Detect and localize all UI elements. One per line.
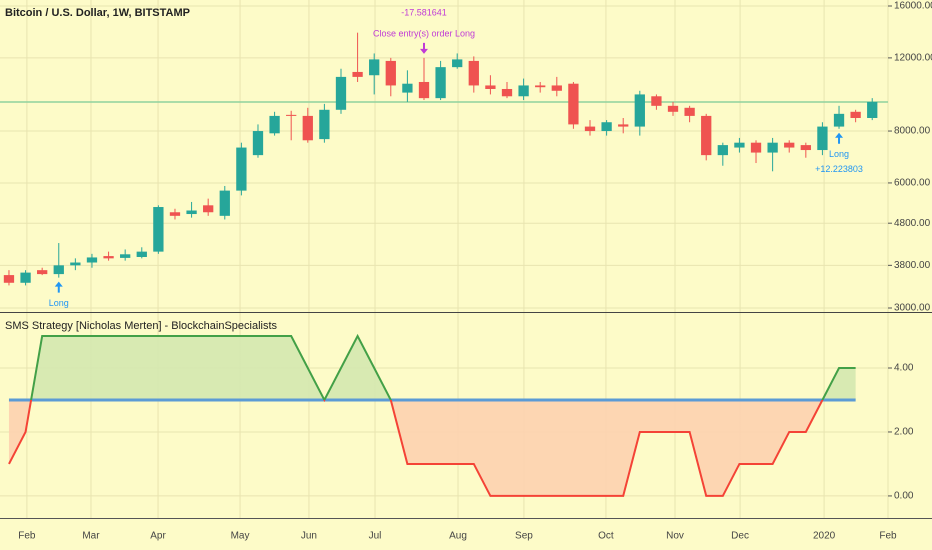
candle-body bbox=[286, 114, 297, 116]
candle-body bbox=[734, 142, 745, 148]
candle-body bbox=[717, 145, 728, 156]
signal-label: +12.223803 bbox=[815, 164, 863, 174]
candle-body bbox=[468, 60, 479, 86]
y-tick-label: 16000.00 bbox=[894, 1, 932, 12]
candle-body bbox=[136, 251, 147, 257]
y-tick-label: 3000.00 bbox=[894, 303, 931, 314]
signal-label: -17.581641 bbox=[401, 7, 447, 17]
candle-body bbox=[452, 59, 463, 68]
candle-body bbox=[169, 212, 181, 216]
candle-body bbox=[252, 131, 264, 156]
candle-body bbox=[203, 205, 214, 213]
y-tick-label: 0.00 bbox=[894, 491, 914, 502]
candle-body bbox=[335, 76, 347, 110]
x-tick-label: Jul bbox=[369, 531, 382, 542]
candle-body bbox=[867, 101, 878, 118]
candle-body bbox=[551, 85, 562, 91]
candle-body bbox=[269, 115, 280, 134]
y-tick-label: 6000.00 bbox=[894, 178, 931, 189]
y-tick-label: 4.00 bbox=[894, 363, 914, 374]
area-fill bbox=[8, 336, 856, 496]
candle-body bbox=[53, 265, 64, 275]
indicator-title: SMS Strategy [Nicholas Merten] - Blockch… bbox=[5, 320, 278, 332]
candle-body bbox=[684, 107, 695, 116]
x-tick-label: Aug bbox=[449, 531, 467, 542]
x-tick-label: Nov bbox=[666, 531, 684, 542]
candle-body bbox=[701, 115, 712, 156]
signal-label: Long bbox=[829, 149, 849, 159]
y-tick-label: 2.00 bbox=[894, 427, 914, 438]
y-tick-label: 4800.00 bbox=[894, 218, 931, 229]
candle-body bbox=[634, 94, 645, 127]
x-tick-label: Mar bbox=[82, 531, 100, 542]
y-tick-label: 12000.00 bbox=[894, 53, 932, 64]
candle-body bbox=[518, 85, 529, 97]
candle-body bbox=[817, 126, 828, 151]
x-tick-label: Feb bbox=[18, 531, 36, 542]
candle-body bbox=[236, 147, 247, 191]
x-tick-label: Dec bbox=[731, 531, 749, 542]
candle-body bbox=[219, 190, 230, 216]
candle-body bbox=[103, 256, 114, 259]
candle-body bbox=[186, 210, 197, 215]
candle-body bbox=[850, 111, 861, 118]
candle-body bbox=[584, 126, 596, 132]
signal-arrow bbox=[835, 132, 844, 144]
indicator-line bbox=[8, 333, 856, 497]
candle-body bbox=[153, 207, 164, 252]
candle-body bbox=[833, 113, 845, 127]
y-tick-label: 8000.00 bbox=[894, 126, 931, 137]
candle-body bbox=[651, 96, 662, 106]
candle-body bbox=[618, 124, 629, 127]
y-tick-label: 3800.00 bbox=[894, 260, 931, 271]
candle-body bbox=[369, 59, 380, 76]
x-tick-label: 2020 bbox=[813, 531, 836, 542]
marks bbox=[0, 32, 888, 497]
candle-body bbox=[418, 81, 430, 99]
candle-body bbox=[501, 88, 513, 97]
candle-body bbox=[37, 270, 48, 275]
labels: Bitcoin / U.S. Dollar, 1W, BITSTAMP SMS … bbox=[5, 1, 932, 542]
x-tick-label: May bbox=[231, 531, 250, 542]
signal-arrow bbox=[54, 281, 63, 293]
signal-label: Close entry(s) order Long bbox=[373, 28, 475, 38]
x-tick-label: Jun bbox=[301, 531, 317, 542]
candle-body bbox=[385, 60, 396, 86]
candle-body bbox=[20, 272, 31, 283]
candle-body bbox=[568, 83, 579, 125]
candle-body bbox=[402, 83, 413, 93]
candle-body bbox=[319, 109, 330, 140]
candle-body bbox=[70, 262, 81, 266]
candle-body bbox=[800, 145, 811, 151]
candle-body bbox=[784, 142, 795, 148]
candle-body bbox=[86, 257, 98, 263]
x-tick-label: Apr bbox=[150, 531, 166, 542]
candle-body bbox=[485, 85, 496, 89]
candle-body bbox=[535, 85, 546, 88]
candle-body bbox=[302, 115, 313, 141]
candle-body bbox=[352, 71, 363, 77]
x-tick-label: Oct bbox=[598, 531, 614, 542]
candle-body bbox=[435, 67, 446, 99]
candle-body bbox=[667, 105, 679, 112]
candle-body bbox=[601, 122, 612, 132]
candle-body bbox=[120, 254, 131, 258]
candle-body bbox=[767, 142, 778, 153]
chart-title: Bitcoin / U.S. Dollar, 1W, BITSTAMP bbox=[5, 7, 190, 19]
signal-arrow bbox=[419, 42, 428, 54]
x-tick-label: Sep bbox=[515, 531, 533, 542]
x-tick-label: Feb bbox=[879, 531, 897, 542]
candle-body bbox=[750, 142, 762, 153]
candle-body bbox=[3, 275, 15, 283]
signal-label: Long bbox=[49, 298, 69, 308]
